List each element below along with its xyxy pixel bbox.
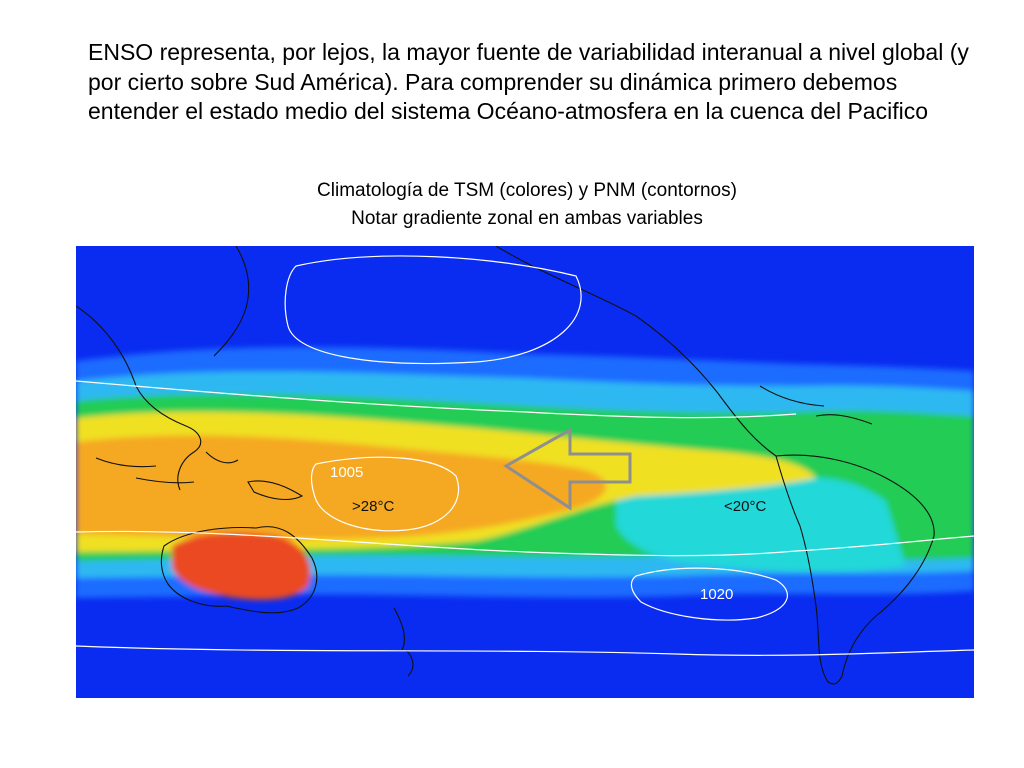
slp-contour-south-1 — [76, 530, 974, 557]
warm-pool-label: >28°C — [352, 498, 394, 515]
sst-slp-climatology-map: 1005 1020 >28°C <20°C — [76, 246, 974, 698]
japan-coastline — [213, 246, 250, 357]
australia-coastline — [160, 526, 318, 614]
cold-tongue-label: <20°C — [724, 498, 766, 515]
slp-contour-north-high — [284, 255, 582, 365]
slp-contour-north-1 — [76, 380, 797, 419]
north-america-coastline — [495, 246, 777, 457]
slp-contour-equator-low — [310, 456, 460, 532]
slp-contour-subtropical-high — [630, 567, 788, 621]
sst-australia-red — [172, 532, 311, 600]
figure-caption-title: Climatología de TSM (colores) y PNM (con… — [317, 180, 737, 201]
caribbean-coastline — [759, 385, 873, 425]
figure-caption-subtitle: Notar gradiente zonal en ambas variables — [351, 208, 703, 229]
new-guinea-coastline — [247, 480, 304, 501]
isobar-label-1005: 1005 — [330, 464, 363, 481]
sst-warm-pool-orange — [76, 435, 606, 539]
westward-arrow-icon — [503, 427, 632, 511]
intro-paragraph: ENSO representa, por lejos, la mayor fue… — [88, 39, 969, 124]
new-zealand-coastline — [393, 607, 414, 677]
asia-coastline — [76, 305, 202, 491]
isobar-label-1020: 1020 — [700, 586, 733, 603]
slp-contour-south-2 — [76, 645, 974, 656]
indonesia-coastline — [95, 451, 239, 484]
